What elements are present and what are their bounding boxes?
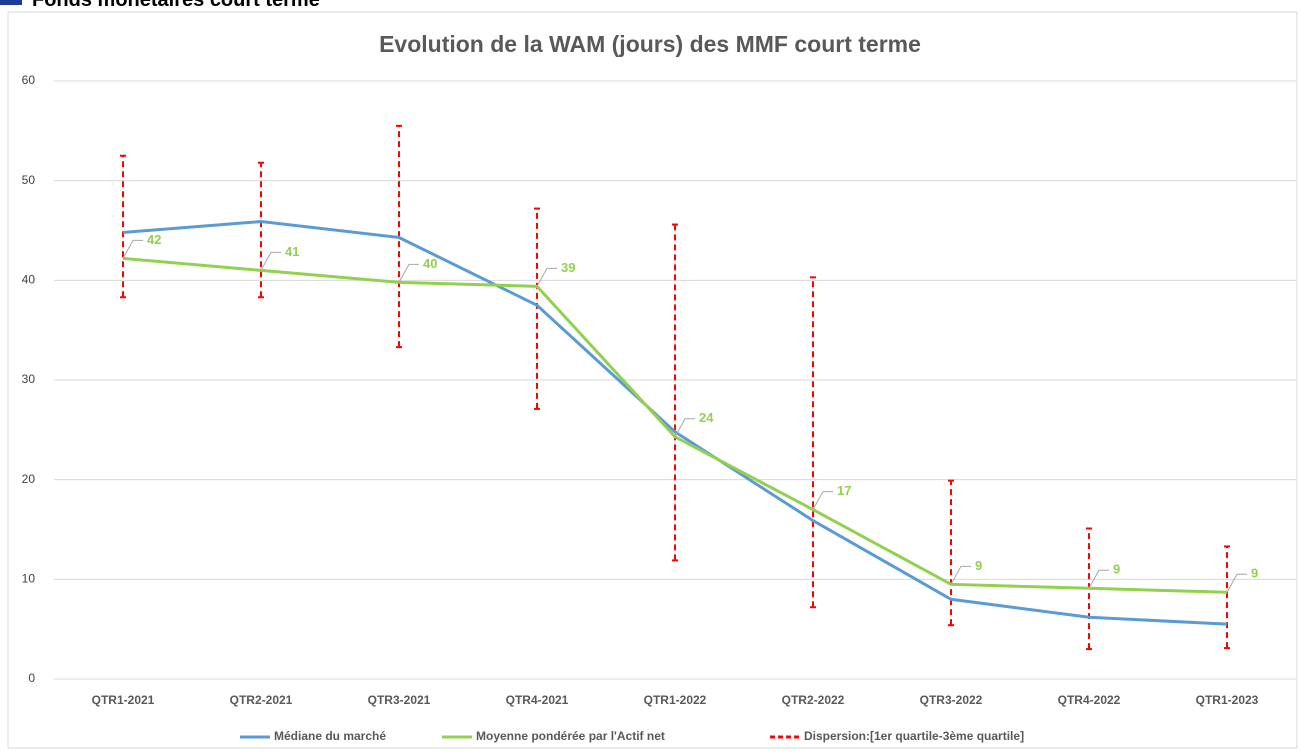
y-tick-label: 10 <box>22 572 36 586</box>
header: Fonds monétaires court terme <box>0 0 320 12</box>
y-tick-label: 50 <box>22 173 36 187</box>
label-leader <box>1226 573 1247 593</box>
label-leader <box>950 565 971 585</box>
label-leader <box>260 251 281 271</box>
legend-label: Médiane du marché <box>274 729 386 743</box>
data-label: 9 <box>1113 562 1120 577</box>
y-tick-label: 30 <box>22 372 36 386</box>
x-tick-label: QTR1-2021 <box>92 693 155 707</box>
x-tick-label: QTR1-2022 <box>644 693 707 707</box>
data-label: 40 <box>423 256 437 271</box>
y-tick-label: 40 <box>22 273 36 287</box>
label-leader <box>122 239 143 259</box>
x-tick-label: QTR4-2022 <box>1058 693 1121 707</box>
header-title: Fonds monétaires court terme <box>32 0 320 12</box>
chart-title: Evolution de la WAM (jours) des MMF cour… <box>379 31 921 57</box>
x-tick-label: QTR3-2021 <box>368 693 431 707</box>
data-label: 42 <box>147 232 161 247</box>
y-tick-label: 20 <box>22 472 36 486</box>
label-leader <box>1088 569 1109 589</box>
x-tick-label: QTR1-2023 <box>1196 693 1259 707</box>
data-label: 41 <box>285 244 299 259</box>
data-label: 24 <box>699 410 714 425</box>
x-tick-label: QTR4-2021 <box>506 693 569 707</box>
legend-label: Moyenne pondérée par l'Actif net <box>476 729 665 743</box>
data-label: 39 <box>561 260 575 275</box>
data-label: 9 <box>975 558 982 573</box>
label-leader <box>398 263 419 283</box>
y-tick-label: 60 <box>22 73 36 87</box>
data-label: 17 <box>837 483 851 498</box>
header-icon <box>0 0 22 5</box>
y-tick-label: 0 <box>28 671 35 685</box>
x-tick-label: QTR3-2022 <box>920 693 983 707</box>
label-leader <box>812 491 833 510</box>
legend-label: Dispersion:[1er quartile-3ème quartile] <box>804 729 1024 743</box>
x-tick-label: QTR2-2021 <box>230 693 293 707</box>
series-line <box>122 220 1228 626</box>
label-leader <box>536 267 557 287</box>
x-tick-label: QTR2-2022 <box>782 693 845 707</box>
data-label: 9 <box>1251 566 1258 581</box>
label-leader <box>674 418 695 438</box>
